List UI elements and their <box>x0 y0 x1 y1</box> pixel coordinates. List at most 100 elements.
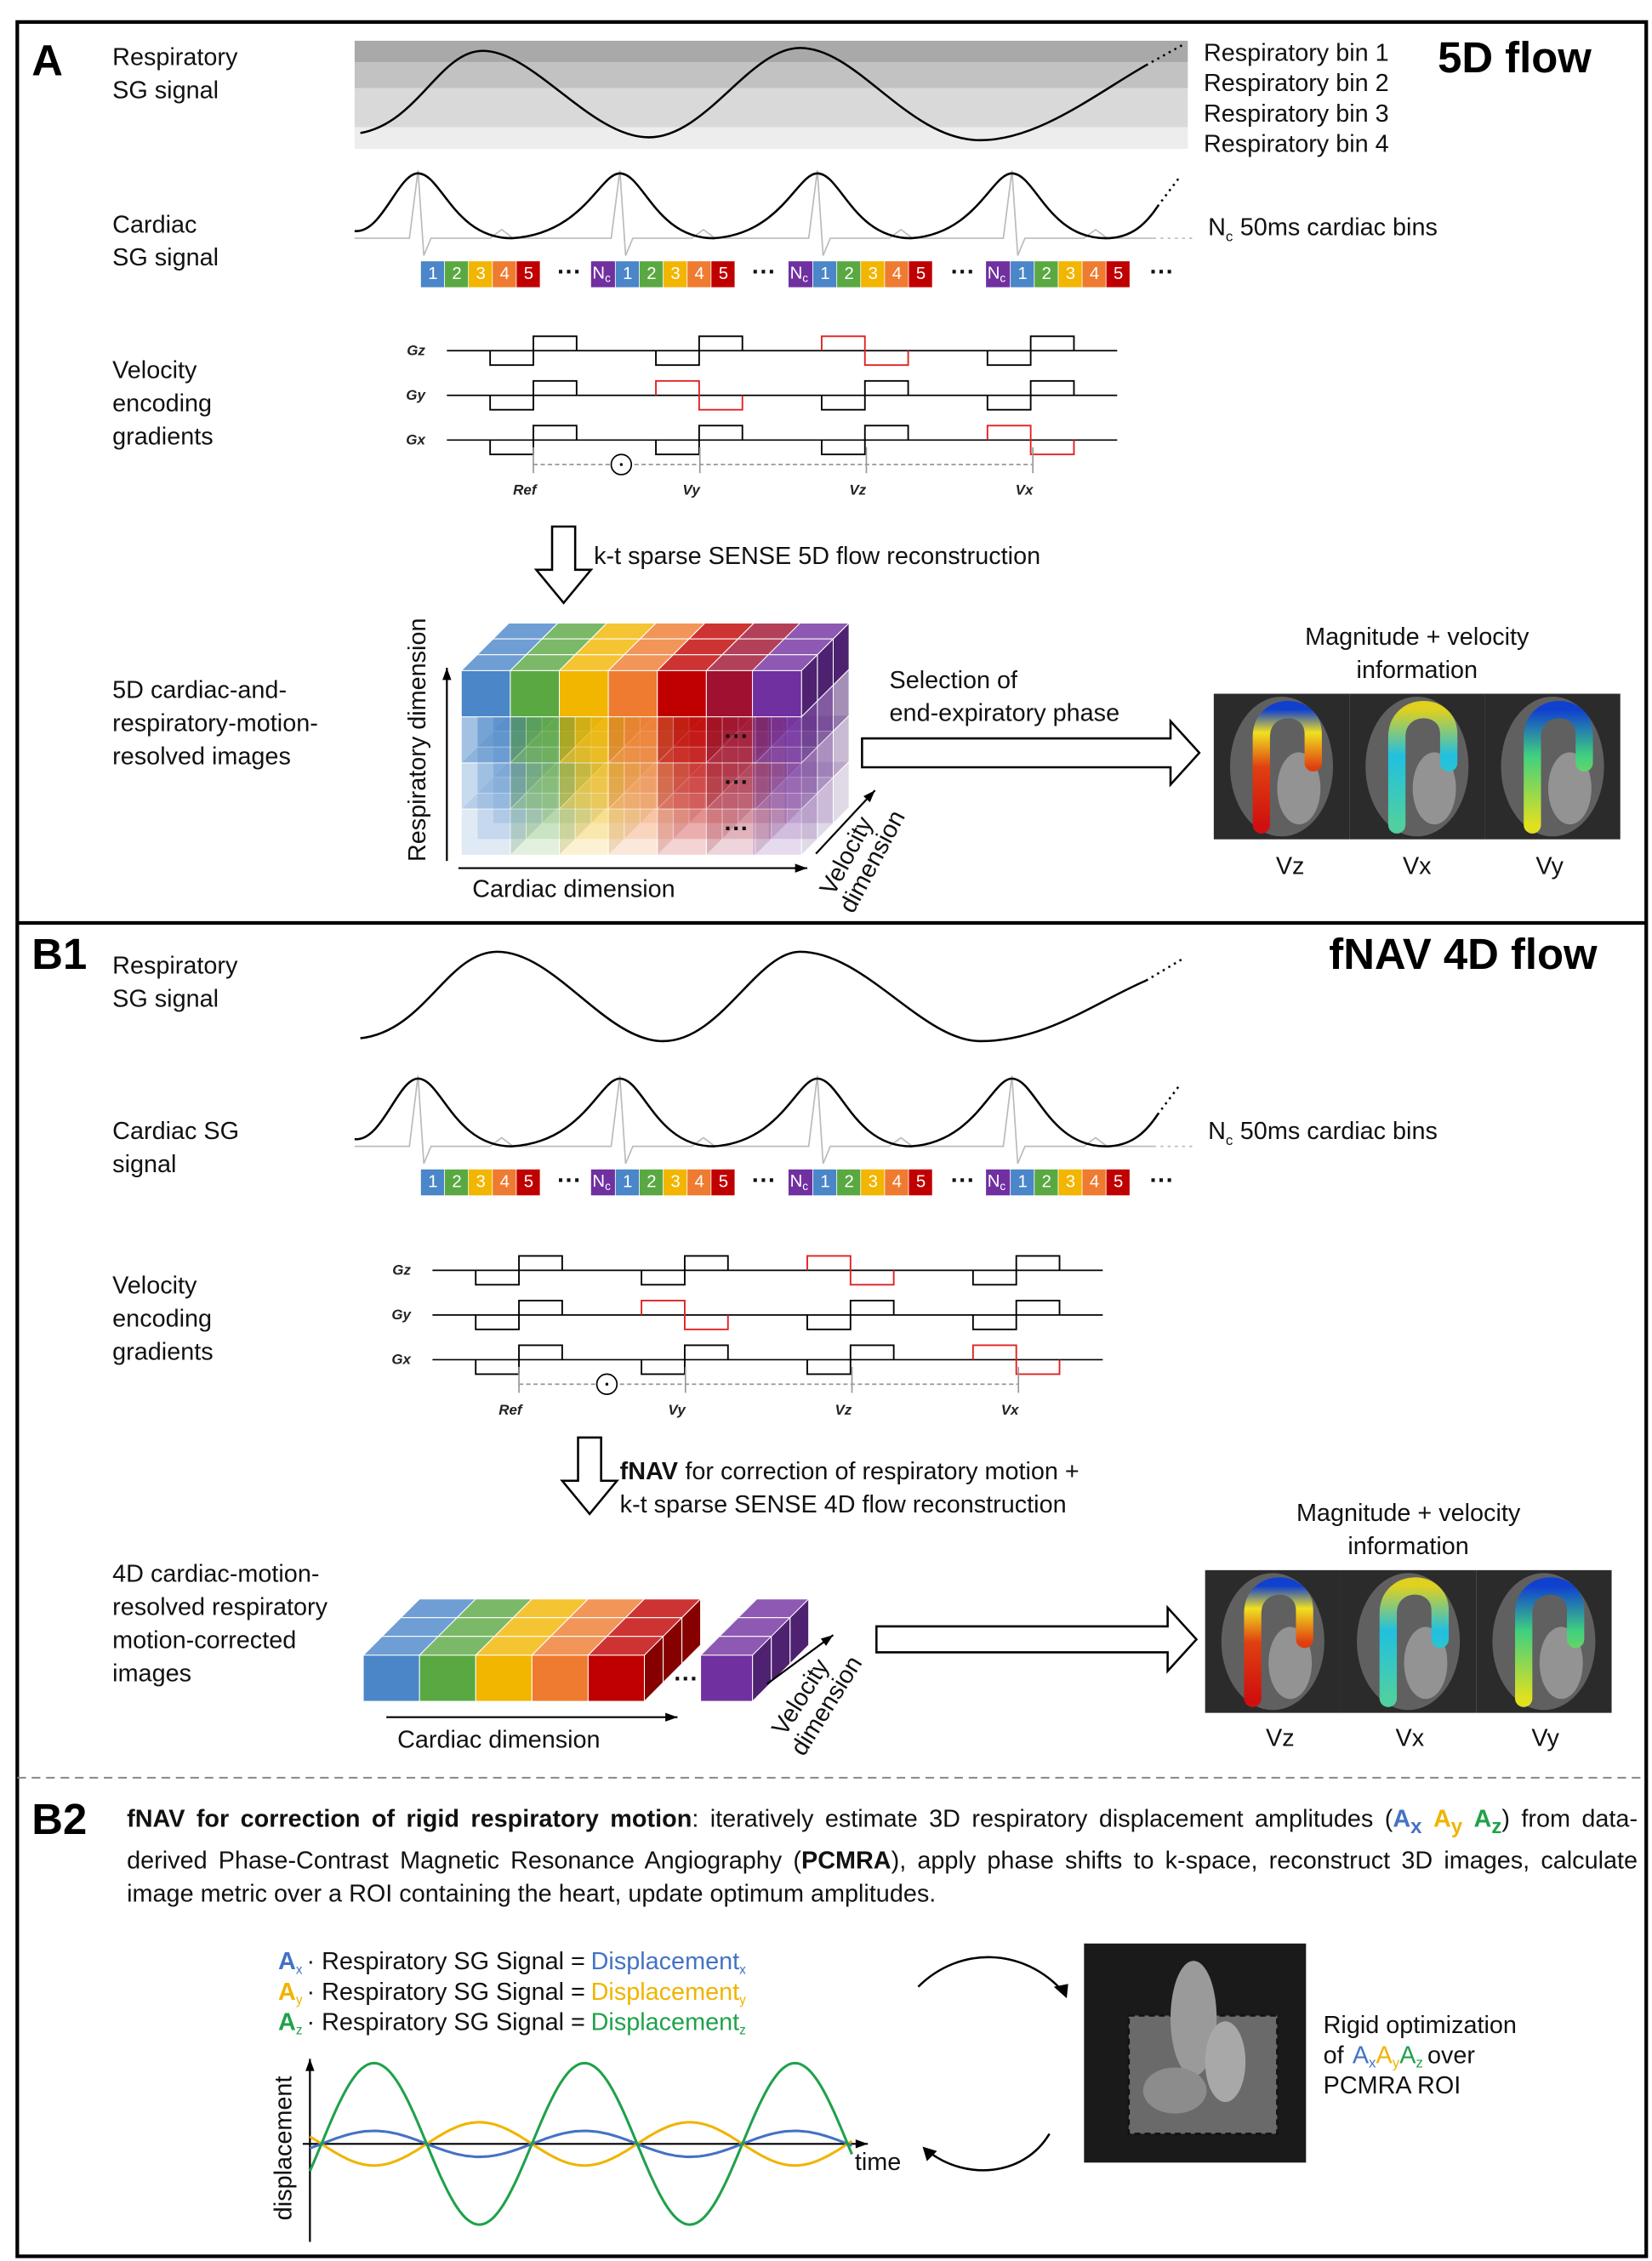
nc-letter: N <box>1208 1118 1226 1145</box>
output-label: Vy <box>1531 1725 1559 1752</box>
bin-number: 5 <box>1114 1172 1123 1191</box>
amp-sub: z <box>1491 1815 1502 1839</box>
right-arrow <box>875 1604 1199 1674</box>
amp-letter: A <box>1433 1805 1451 1833</box>
bin-box <box>1011 261 1034 288</box>
bin-box <box>909 1169 932 1196</box>
cube-front <box>767 792 818 840</box>
cardiac-dots <box>1156 1085 1181 1116</box>
cube-front <box>476 792 527 840</box>
bin-box <box>1082 1169 1106 1196</box>
output-title: information <box>1357 657 1478 684</box>
ellipsis: ··· <box>1149 1167 1174 1194</box>
cube-side <box>800 792 818 857</box>
gradient-pulse <box>655 424 743 456</box>
bin-box <box>885 261 909 288</box>
axis-label: displacement <box>270 2076 297 2221</box>
recon-text: k-t sparse SENSE 5D flow reconstruction <box>594 543 1040 570</box>
nc-letter: N <box>592 265 605 283</box>
nc-letter: N <box>1208 214 1226 242</box>
bin-number: 2 <box>1042 265 1051 283</box>
cube-front <box>639 777 690 824</box>
cube-side <box>607 792 625 857</box>
time-symbol-dot <box>619 463 624 466</box>
rigid-text: PCMRA ROI <box>1324 2072 1461 2099</box>
ecg-trace <box>354 1075 1154 1165</box>
amp-sub: z <box>1416 2054 1422 2070</box>
panel-title: 5D flow <box>1438 33 1592 82</box>
amp-sub: y <box>1450 1815 1463 1839</box>
row-label: Cardiac SG <box>112 1118 239 1145</box>
row-label: encoding <box>112 390 212 417</box>
row-label: motion-corrected <box>112 1626 296 1654</box>
bin-number: 3 <box>476 1172 485 1191</box>
cube-front <box>672 792 723 840</box>
cube-front <box>752 762 802 810</box>
gradient-pulse <box>475 1300 563 1330</box>
gradient-axis: Gy <box>406 387 426 403</box>
cube-side <box>541 760 559 825</box>
bin-box <box>1034 1169 1058 1196</box>
bin-box <box>493 261 516 288</box>
cycle-arrow <box>917 1956 1065 1994</box>
ellipsis: ··· <box>725 815 749 842</box>
encoding-label: Ref <box>498 1402 524 1418</box>
bin-number: 3 <box>1066 265 1075 283</box>
cube <box>525 776 593 840</box>
bin-number: 5 <box>719 1172 728 1191</box>
row-label: gradients <box>112 423 213 450</box>
cube-side <box>590 760 607 825</box>
nc-sub: c <box>802 1180 808 1193</box>
nc-label: Nc <box>988 1172 1006 1192</box>
bin-number: 5 <box>916 1172 926 1191</box>
selection-text: end-expiratory phase <box>890 700 1120 727</box>
cube-side <box>688 760 706 825</box>
cube <box>751 792 819 857</box>
bold-text: PCMRA <box>800 1847 892 1876</box>
cube-front <box>558 669 609 718</box>
nc-sub: c <box>802 271 808 284</box>
bin-box <box>687 261 711 288</box>
output-label: Vy <box>1535 852 1564 880</box>
bin-number: 2 <box>452 1172 461 1191</box>
cardiac-curve <box>354 172 1159 240</box>
bin-number: 5 <box>524 265 533 283</box>
cube-front <box>590 777 641 824</box>
amp: Az <box>1474 1805 1502 1839</box>
bin-number: 1 <box>428 1172 437 1191</box>
bin-number: 3 <box>1066 1172 1075 1191</box>
bin-number: 4 <box>892 265 902 283</box>
cube-front <box>574 792 625 840</box>
bin-box <box>615 261 640 288</box>
bin-box <box>1011 1169 1034 1196</box>
cube <box>705 792 772 857</box>
amp-letter: A <box>278 1948 296 1975</box>
gradient-pulse <box>641 1344 729 1375</box>
gradient-pulse <box>475 1344 563 1375</box>
ellipsis: ··· <box>557 1167 582 1194</box>
bin-number: 2 <box>1042 1172 1051 1191</box>
cube-front <box>531 1654 589 1702</box>
cube-side <box>672 776 690 840</box>
bin-number: 1 <box>820 1172 829 1191</box>
arrowhead <box>863 790 875 803</box>
row-label: signal <box>112 1151 176 1178</box>
bin-box <box>469 1169 493 1196</box>
nc-label: Nc <box>790 265 809 284</box>
arrowhead <box>305 2059 315 2071</box>
amp-sub: x <box>1410 1815 1422 1839</box>
cube-top <box>656 792 724 810</box>
bin-box <box>469 261 493 288</box>
bin-box <box>1034 261 1058 288</box>
bin-number: 3 <box>670 1172 680 1191</box>
paragraph: fNAV for correction of rigid respiratory… <box>127 1803 1638 1911</box>
nc-sub: c <box>1226 1132 1233 1148</box>
ellipsis: ··· <box>725 723 749 750</box>
cube-side <box>558 792 576 857</box>
encoding-label: Vz <box>849 482 866 498</box>
cube-front <box>721 792 772 840</box>
nc-label: Nc <box>592 1172 611 1192</box>
row-label: Velocity <box>112 356 197 384</box>
bin-number: 5 <box>1114 265 1123 283</box>
equation: Ax · Respiratory SG Signal = Displacementx <box>278 1948 746 1977</box>
